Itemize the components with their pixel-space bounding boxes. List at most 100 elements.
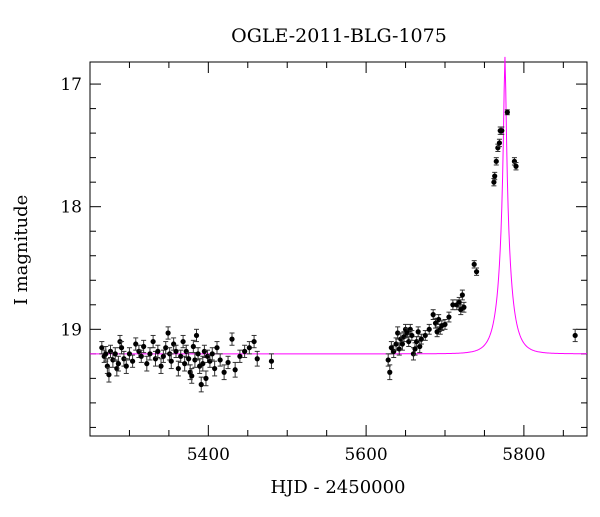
data-point (133, 341, 139, 347)
data-point (499, 128, 505, 134)
data-point (171, 341, 177, 347)
data-point (442, 321, 448, 328)
data-point (436, 316, 442, 323)
y-tick-label: 18 (60, 198, 82, 218)
data-point (152, 356, 159, 362)
data-point (430, 312, 436, 318)
y-tick-label: 19 (60, 320, 82, 340)
data-point (412, 346, 418, 352)
data-point (112, 351, 118, 357)
data-point (572, 332, 578, 339)
data-point (396, 346, 402, 352)
data-point (391, 348, 397, 354)
data-point (144, 361, 150, 367)
data-point (182, 361, 188, 367)
data-point (268, 358, 275, 364)
data-point (456, 299, 462, 305)
data-point (160, 353, 166, 359)
data-point (118, 345, 125, 351)
y-tick-label: 17 (60, 75, 82, 95)
data-point (471, 261, 477, 267)
data-point (225, 359, 231, 366)
x-tick-label: 5800 (502, 445, 545, 465)
data-point (450, 302, 456, 308)
data-point (155, 348, 161, 354)
data-point (150, 338, 156, 345)
y-axis-label: I magnitude (11, 195, 32, 306)
data-point (163, 345, 169, 351)
data-point (190, 343, 196, 350)
data-point (136, 348, 142, 354)
data-point (513, 163, 519, 169)
data-point (193, 332, 200, 339)
data-point (229, 336, 235, 342)
data-point (418, 336, 424, 342)
data-point (204, 353, 211, 359)
data-point (126, 351, 133, 357)
data-point (175, 365, 181, 372)
data-point (173, 348, 179, 354)
data-point (492, 173, 498, 179)
data-point (103, 351, 109, 357)
x-axis-label: HJD - 2450000 (270, 477, 405, 498)
data-point (251, 338, 257, 345)
data-point (99, 345, 105, 351)
data-point (192, 357, 198, 363)
data-point (422, 332, 428, 339)
data-point (147, 351, 153, 357)
data-point (189, 373, 195, 379)
data-point (417, 343, 423, 350)
data-point (165, 330, 171, 336)
data-point (399, 341, 405, 347)
data-point (446, 314, 452, 320)
data-point (473, 269, 480, 275)
data-point (221, 369, 227, 375)
data-point (178, 353, 184, 359)
data-point (387, 369, 393, 375)
data-point (496, 140, 503, 146)
data-point (203, 375, 209, 381)
data-point (406, 338, 412, 345)
data-point (180, 338, 186, 345)
data-point (115, 361, 121, 367)
data-point (183, 348, 189, 354)
model-curve (90, 56, 587, 355)
data-point (123, 363, 129, 369)
data-point (237, 353, 243, 359)
plot-frame (89, 61, 588, 437)
data-point (186, 356, 192, 362)
data-point (214, 345, 220, 351)
data-point (491, 179, 497, 185)
data-point (242, 348, 248, 354)
data-point (207, 358, 213, 364)
data-point (232, 367, 238, 373)
data-point (395, 330, 401, 336)
data-point (212, 365, 218, 372)
data-point (217, 357, 223, 363)
data-point (254, 356, 260, 362)
data-point (493, 158, 499, 164)
data-point (195, 351, 201, 357)
plot-area: 5400 5600 5800 17 18 19 (60, 56, 588, 465)
data-point (246, 345, 252, 351)
data-point (168, 358, 174, 364)
data-point (393, 341, 399, 347)
data-point (461, 304, 467, 310)
x-tick-label: 5600 (344, 445, 387, 465)
data-point (107, 348, 114, 354)
data-point (388, 345, 394, 351)
data-point (414, 338, 420, 345)
data-point (201, 348, 207, 354)
chart-title: OGLE-2011-BLG-1075 (231, 25, 447, 47)
data-point (158, 363, 164, 369)
data-point (141, 343, 147, 350)
data-point (130, 358, 136, 364)
data-point (106, 372, 112, 378)
data-point (138, 353, 144, 359)
data-point (385, 357, 391, 363)
data-point (426, 326, 432, 332)
data-point (409, 332, 415, 339)
data-point (415, 329, 421, 335)
